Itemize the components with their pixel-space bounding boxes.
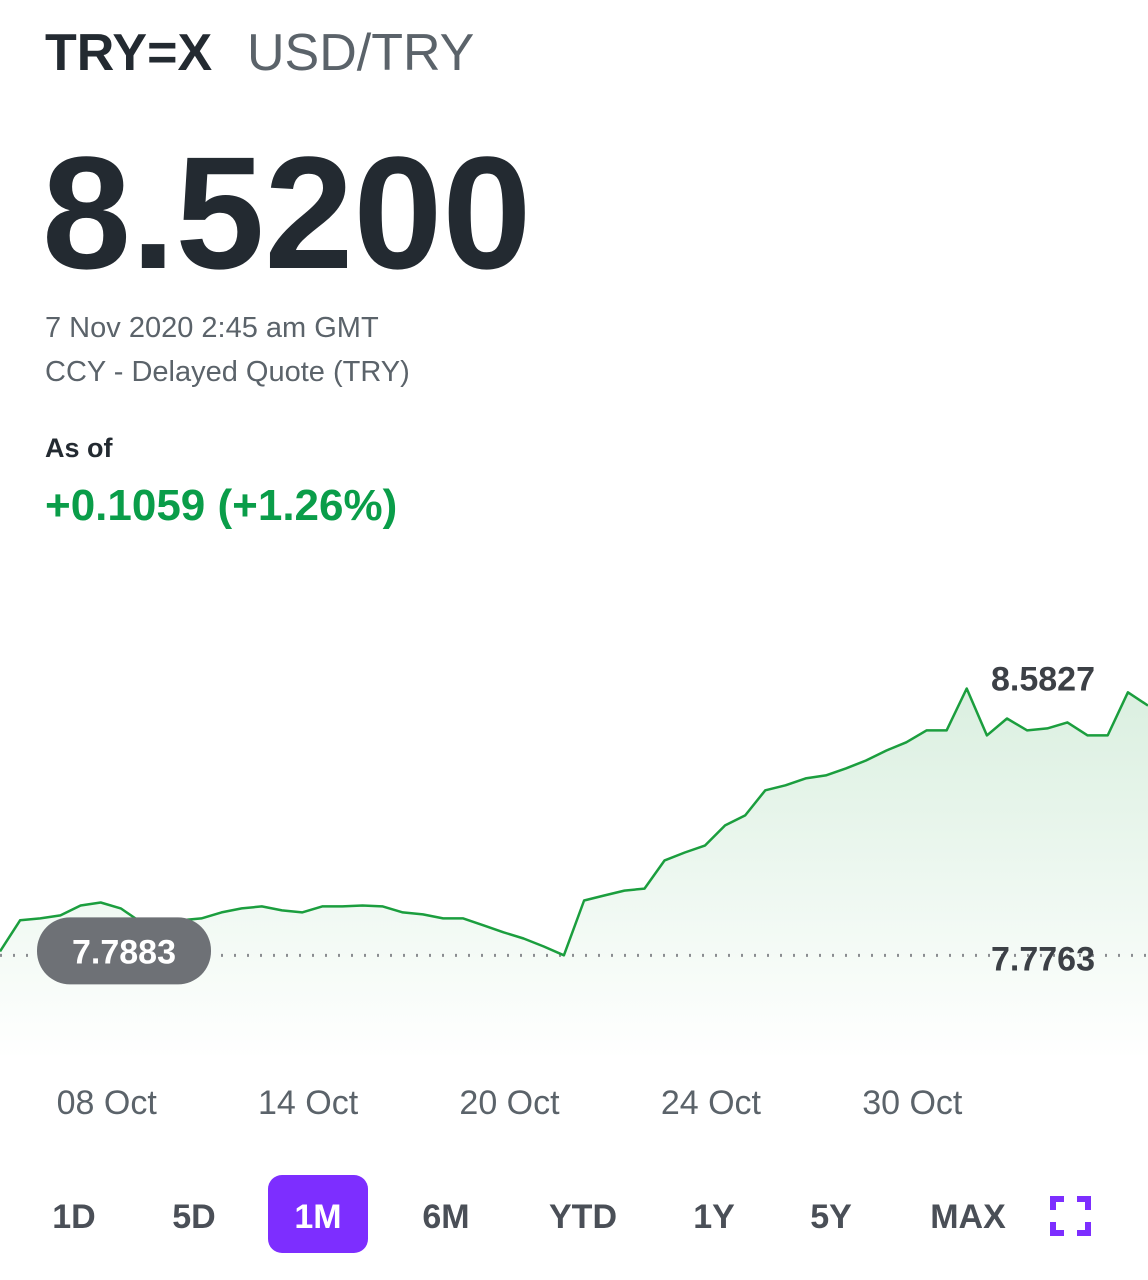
range-button[interactable]: MAX [930,1198,1006,1236]
x-tick-label: 08 Oct [57,1084,158,1122]
range-button[interactable]: 6M [422,1198,469,1236]
x-tick-label: 14 Oct [258,1084,359,1122]
range-button-bg[interactable] [268,1175,368,1253]
x-tick-label: 20 Oct [459,1084,560,1122]
symbol: TRY=X [45,24,212,82]
previous-close-label: 7.7883 [72,933,176,971]
quote-source: CCY - Delayed Quote (TRY) [45,356,410,388]
range-button[interactable]: YTD [549,1198,617,1236]
range-button[interactable]: 5D [172,1198,215,1236]
price: 8.5200 [42,123,531,302]
range-button[interactable]: 5Y [810,1198,852,1236]
quote-time: 7 Nov 2020 2:45 am GMT [45,312,379,344]
change: +0.1059 (+1.26%) [45,481,397,530]
area-fill [0,688,1148,1060]
pair-name: USD/TRY [247,24,474,82]
range-buttons: 1D 5D 1M 6M YTD 1Y 5Y MAX [52,1175,1006,1253]
previous-close-pill [37,917,211,985]
x-tick-label: 30 Oct [862,1084,963,1122]
range-button[interactable]: 1D [52,1198,95,1236]
high-label: 8.5827 [991,660,1095,698]
low-label: 7.7763 [991,940,1095,978]
x-tick-label: 24 Oct [661,1084,762,1122]
expand-button[interactable] [1050,1196,1091,1236]
range-button[interactable]: 1Y [693,1198,735,1236]
expand-icon[interactable] [1050,1196,1091,1236]
range-button[interactable]: 1M [294,1198,341,1236]
as-of: As of [45,433,114,463]
chart: 7.7883 8.5827 7.7763 08 Oct 14 Oct 20 Oct 24 O… [0,660,1148,1122]
price-line [0,687,1148,957]
